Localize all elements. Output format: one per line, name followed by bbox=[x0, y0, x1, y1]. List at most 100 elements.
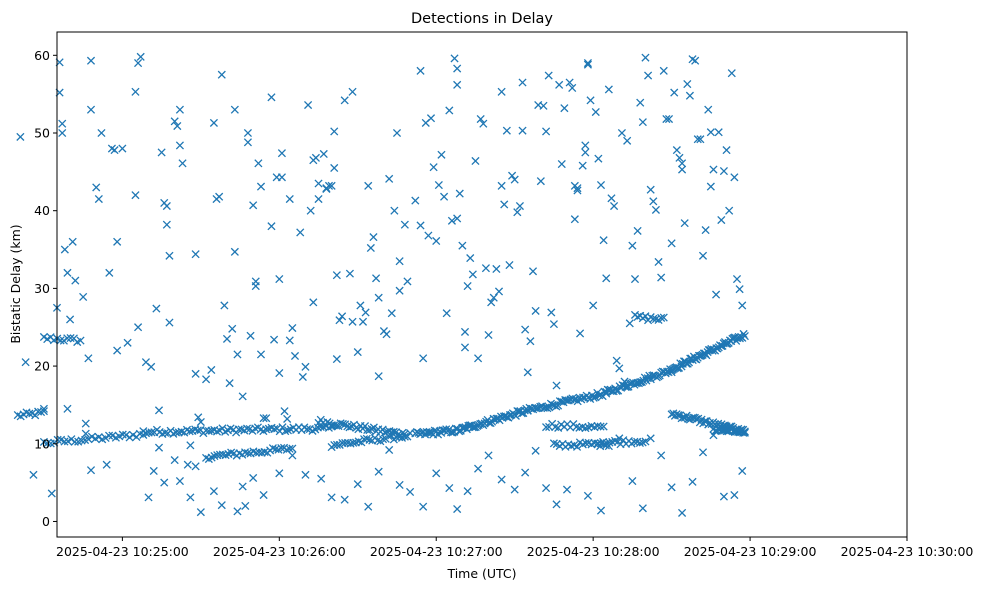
data-point bbox=[544, 71, 553, 80]
data-point bbox=[222, 334, 232, 343]
data-point bbox=[288, 323, 297, 333]
data-point bbox=[249, 473, 258, 483]
data-point bbox=[147, 362, 156, 371]
data-point bbox=[531, 446, 540, 455]
data-point bbox=[583, 59, 592, 68]
track-point bbox=[464, 421, 473, 430]
data-point bbox=[395, 257, 404, 266]
data-point bbox=[220, 301, 229, 310]
data-point bbox=[372, 274, 381, 283]
data-point bbox=[374, 293, 383, 302]
data-point bbox=[296, 228, 305, 237]
data-point bbox=[664, 114, 674, 124]
data-point bbox=[670, 88, 679, 97]
data-point bbox=[270, 335, 279, 344]
data-point bbox=[518, 78, 527, 87]
data-point bbox=[71, 276, 80, 285]
data-point bbox=[162, 220, 171, 229]
data-point bbox=[531, 306, 540, 315]
data-point bbox=[403, 277, 412, 286]
data-point bbox=[157, 148, 166, 157]
data-point bbox=[562, 485, 572, 494]
data-point bbox=[678, 165, 687, 174]
data-point bbox=[615, 364, 624, 373]
data-point bbox=[573, 184, 582, 193]
data-point bbox=[134, 59, 143, 68]
data-point bbox=[416, 66, 425, 75]
data-point bbox=[86, 56, 96, 65]
data-point bbox=[275, 469, 284, 478]
data-point bbox=[599, 236, 608, 245]
y-tick-label: 60 bbox=[34, 48, 50, 63]
track-point bbox=[332, 421, 341, 430]
data-point bbox=[727, 69, 736, 78]
data-point bbox=[638, 118, 647, 127]
data-point bbox=[738, 466, 747, 476]
data-point bbox=[678, 159, 687, 168]
data-point bbox=[382, 330, 391, 339]
data-point bbox=[233, 350, 242, 359]
data-point bbox=[492, 264, 501, 274]
data-point bbox=[610, 201, 619, 211]
track-point bbox=[581, 438, 590, 448]
data-point bbox=[463, 487, 472, 496]
data-point bbox=[510, 485, 519, 494]
data-point bbox=[259, 490, 268, 500]
data-point bbox=[502, 126, 511, 135]
data-point bbox=[94, 194, 103, 204]
data-point bbox=[58, 128, 67, 138]
data-point bbox=[196, 508, 205, 517]
data-point bbox=[238, 392, 247, 401]
track-point bbox=[25, 409, 34, 418]
data-point bbox=[348, 87, 357, 96]
x-tick-label: 2025-04-23 10:26:00 bbox=[213, 544, 346, 559]
data-point bbox=[675, 153, 684, 162]
data-point bbox=[445, 106, 454, 115]
data-point bbox=[602, 274, 611, 283]
data-point bbox=[617, 128, 626, 138]
data-point bbox=[481, 264, 490, 273]
data-point bbox=[335, 316, 344, 325]
track-point bbox=[122, 430, 131, 440]
data-point bbox=[332, 271, 341, 280]
track-point bbox=[177, 427, 186, 436]
data-point bbox=[657, 451, 666, 460]
data-point bbox=[479, 119, 488, 128]
data-point bbox=[392, 128, 402, 138]
track-point bbox=[221, 451, 230, 460]
data-point bbox=[283, 414, 292, 423]
data-point bbox=[717, 215, 726, 225]
data-point bbox=[215, 192, 224, 201]
track-point bbox=[657, 313, 666, 322]
x-tick-label: 2025-04-23 10:27:00 bbox=[370, 544, 503, 559]
track-point bbox=[354, 437, 363, 446]
track-point bbox=[740, 427, 749, 436]
data-point bbox=[246, 331, 255, 340]
data-point bbox=[230, 105, 239, 114]
data-point bbox=[526, 337, 535, 346]
data-point bbox=[233, 507, 242, 516]
data-point bbox=[314, 179, 323, 188]
data-point bbox=[170, 117, 179, 126]
data-point bbox=[557, 160, 566, 169]
track-point bbox=[605, 438, 614, 447]
track-point bbox=[542, 423, 551, 432]
data-point bbox=[468, 270, 477, 279]
data-point bbox=[202, 375, 211, 384]
data-point bbox=[484, 451, 493, 460]
data-point bbox=[175, 477, 184, 486]
data-point bbox=[275, 369, 284, 378]
data-point bbox=[722, 146, 731, 155]
data-point bbox=[175, 105, 184, 114]
track-point bbox=[365, 435, 374, 444]
track-point bbox=[572, 442, 582, 451]
data-point bbox=[552, 381, 561, 390]
data-point bbox=[92, 183, 101, 192]
y-tick-label: 40 bbox=[34, 203, 50, 218]
data-point bbox=[411, 196, 420, 205]
track-point bbox=[212, 427, 222, 436]
data-point bbox=[267, 93, 276, 102]
track-point bbox=[468, 423, 477, 432]
y-tick-label: 50 bbox=[34, 126, 50, 141]
data-point bbox=[277, 149, 286, 158]
